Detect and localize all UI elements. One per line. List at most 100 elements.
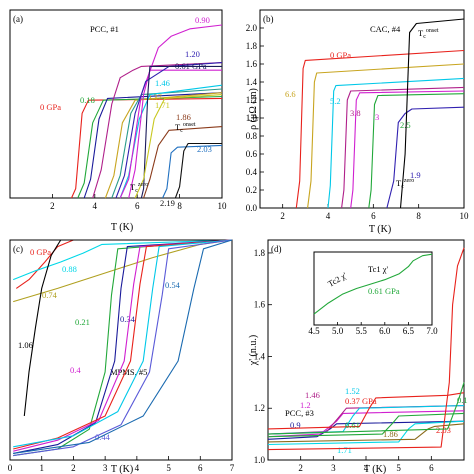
series-label: 6.6: [285, 89, 296, 99]
series-line: [13, 239, 233, 457]
x-tick-label: 5: [396, 463, 401, 473]
series-line: [368, 93, 465, 209]
inset-annotation: Tc2 χ': [326, 270, 349, 289]
x-tick-label: 4: [326, 211, 331, 221]
series-line: [92, 62, 223, 199]
series-label: 0.37: [147, 92, 162, 102]
series-line: [386, 106, 465, 209]
series-label: 1.9: [410, 170, 421, 180]
x-tick-label: 8: [177, 201, 182, 211]
series-label: 1.06: [18, 340, 33, 350]
y-axis-label: ρ (μΩ cm): [248, 88, 259, 130]
series-label: 1.86: [383, 429, 398, 439]
series-line: [307, 63, 465, 209]
x-axis-label: T (K): [369, 224, 391, 235]
series-line: [267, 420, 465, 446]
series-label: 0.34: [120, 314, 136, 324]
series-label: 2.19: [160, 198, 175, 208]
series-label: 0.90: [195, 15, 210, 25]
series-label: 0.61: [345, 420, 360, 430]
y-tick-label: 0.6: [246, 149, 258, 159]
series-label: 0.54: [165, 280, 181, 290]
series-line: [399, 18, 465, 209]
x-tick-label: 2: [71, 463, 76, 473]
series-line: [119, 24, 223, 199]
series-label: 0.18: [80, 95, 95, 105]
series-label: 0.1: [457, 395, 468, 405]
inset-x-tick-label: 5.0: [332, 326, 344, 336]
plot-frame: [259, 9, 465, 209]
panel-subtitle: MPMS, #5: [110, 367, 147, 377]
series-line: [267, 382, 465, 435]
y-tick-label: 1.4: [254, 351, 266, 361]
x-tick-label: 6: [429, 463, 434, 473]
series-line: [267, 420, 465, 440]
inset-x-tick-label: 6.5: [403, 326, 415, 336]
y-tick-label: 1.8: [254, 248, 266, 258]
series-label: 0.21: [75, 317, 90, 327]
series-label: 0.4: [70, 365, 81, 375]
panel-a: 2 4 6 8 10 (a) PCC, #1 T (K) 0 GPa 0.18 0.37 1.46 0.…: [9, 9, 227, 233]
y-tick-label: 0.4: [246, 167, 258, 177]
series-label: 1.52: [345, 386, 360, 396]
series-label: 1.71: [337, 445, 352, 455]
panel-letter: (c): [13, 244, 23, 254]
series-line: [143, 126, 223, 199]
inset-x-tick-label: 5.5: [356, 326, 368, 336]
series-line: [119, 84, 223, 199]
y-tick-label: 1.0: [254, 455, 266, 465]
panel-c: 0 1 2 3 4 5 6 7 (c) MPMS, #5 T (K) 0 GPa 0.88 0.74 1.0…: [8, 239, 235, 474]
panel-letter: (d): [271, 244, 282, 254]
series-label: 0.88: [62, 264, 77, 274]
x-tick-label: 2: [50, 201, 55, 211]
series-label: 0 GPa: [330, 50, 351, 60]
tc-annotation: Tconset: [175, 122, 196, 134]
series-line: [140, 65, 222, 199]
panel-letter: (b): [263, 14, 274, 24]
inset-annotation: Tc1 χ': [368, 264, 389, 274]
series-line: [267, 392, 465, 430]
x-tick-label: 0: [8, 463, 13, 473]
x-tick-label: 3: [331, 463, 336, 473]
inset-series-line: [313, 253, 433, 315]
series-label: 2.03: [436, 425, 451, 435]
panel-d: 2 3 4 5 6 1.0 1.2 1.4 1.6 1.8 (d) PCC, #3 T (K) χ' (n…: [248, 239, 468, 474]
x-tick-label: 1: [39, 463, 44, 473]
series-line: [341, 86, 465, 209]
panel-letter: (a): [13, 14, 23, 24]
series-line: [350, 90, 465, 209]
series-line: [267, 423, 465, 443]
series-line: [174, 142, 222, 199]
series-line: [295, 49, 465, 209]
series-label: 1.46: [155, 78, 170, 88]
series-line: [12, 239, 233, 281]
y-tick-label: 0.8: [246, 131, 258, 141]
inset-frame: [313, 251, 433, 326]
tc-annotation: Tczero: [396, 178, 414, 190]
inset-x-tick-label: 7.0: [426, 326, 438, 336]
panel-b: 2 4 6 8 10 0.0 0.2 0.4 0.6 0.8 1.0 1.2 1.4 1.6 1.8 2.0 (…: [246, 9, 470, 235]
panel-subtitle: PCC, #3: [285, 408, 314, 418]
y-tick-label: 1.6: [246, 59, 258, 69]
x-tick-label: 4: [93, 201, 98, 211]
series-line: [267, 412, 465, 438]
tc-annotation: Tconset: [418, 28, 439, 40]
series-label: 0.37 GPa: [345, 396, 377, 406]
series-line: [327, 77, 465, 209]
y-tick-label: 2.0: [246, 23, 258, 33]
series-label: 1.86: [176, 112, 191, 122]
series-line: [83, 92, 223, 199]
series-line: [13, 239, 233, 454]
series-line: [13, 239, 233, 454]
series-line: [267, 410, 465, 438]
series-line: [115, 62, 223, 199]
x-tick-label: 3: [103, 463, 108, 473]
series-line: [134, 94, 223, 199]
x-tick-label: 10: [460, 211, 470, 221]
y-tick-label: 1.8: [246, 41, 258, 51]
series-label: 0 GPa: [30, 247, 51, 257]
panel-subtitle: CAC, #4: [370, 24, 401, 34]
x-axis-label: T (K): [364, 464, 386, 474]
series-line: [162, 144, 223, 199]
